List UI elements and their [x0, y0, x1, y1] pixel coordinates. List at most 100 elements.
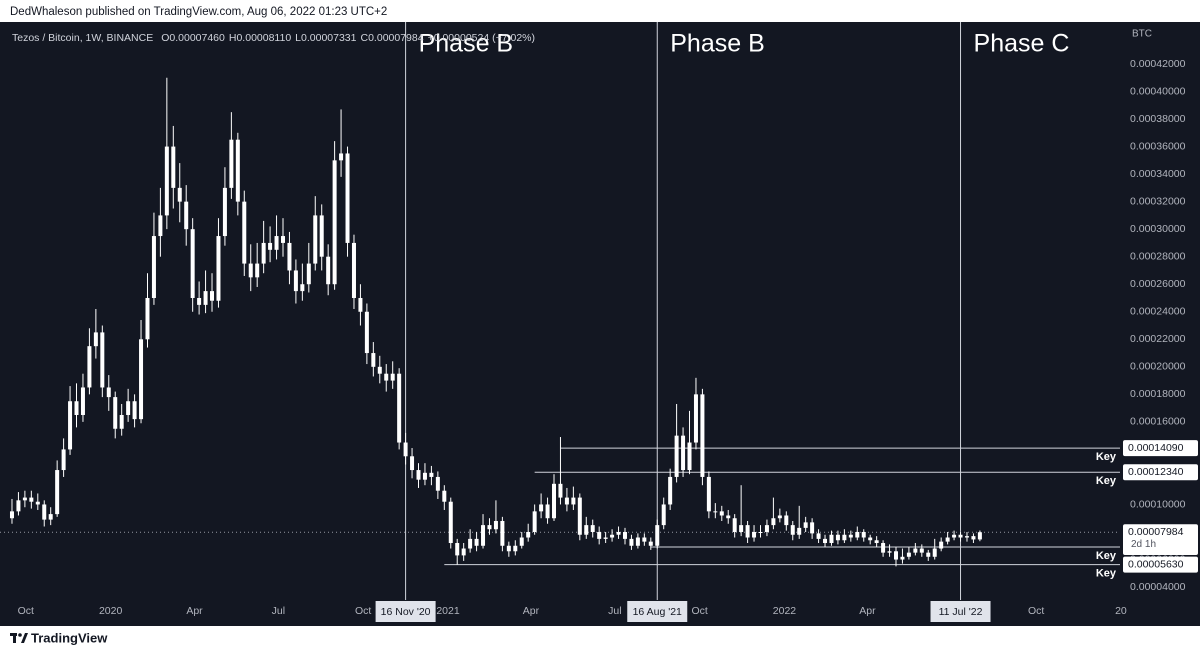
last-price-label: 0.00007984: [1128, 526, 1184, 538]
legend-value: 0.00008110: [236, 32, 291, 44]
candle-body: [506, 545, 511, 552]
x-tick-label: Oct: [1028, 605, 1044, 617]
candle-body: [674, 435, 679, 477]
x-tick-label: 2021: [436, 605, 460, 617]
x-tick-label: Oct: [691, 605, 707, 617]
x-tick-label: Apr: [523, 605, 540, 617]
candle-body: [629, 538, 634, 546]
x-tick-label: Oct: [18, 605, 34, 617]
key-price-box: [1123, 556, 1198, 573]
candle-body: [571, 497, 576, 505]
legend-value: 0.00007984: [368, 32, 424, 44]
candle-body: [139, 339, 144, 420]
candle-body: [319, 215, 324, 257]
y-tick-label: 0.00030000: [1130, 223, 1186, 235]
candle-body: [306, 263, 311, 285]
logo-part: [18, 633, 22, 637]
candle-body: [29, 497, 34, 502]
candle-body: [287, 242, 292, 271]
candle-body: [364, 311, 369, 354]
candle-body: [855, 532, 860, 538]
last-price-box: [1123, 524, 1198, 554]
candle-body: [487, 525, 492, 530]
candle-body: [410, 456, 415, 471]
candle-body: [300, 284, 305, 292]
candle-body: [203, 291, 208, 305]
candle-body: [971, 536, 976, 540]
key-price-box: [1123, 440, 1198, 457]
candle-body: [332, 160, 337, 285]
candle-body: [932, 548, 937, 557]
candle-body: [422, 472, 427, 480]
candle-body: [526, 532, 531, 538]
y-tick-label: 0.00036000: [1130, 140, 1186, 152]
event-date-box: [930, 601, 991, 622]
candle-body: [681, 435, 686, 471]
candle-body: [126, 401, 131, 415]
tradingview-logo: TradingView: [10, 630, 108, 645]
logo-part: [21, 633, 28, 643]
key-text: Key: [1096, 475, 1117, 487]
x-tick-label: Jul: [272, 605, 285, 617]
candle-body: [513, 545, 518, 552]
candle-body: [500, 520, 505, 546]
candle-body: [377, 366, 382, 374]
candle-body: [590, 525, 595, 532]
event-date-label: 16 Aug '21: [633, 606, 682, 618]
candle-body: [55, 470, 60, 515]
candle-body: [661, 504, 666, 526]
x-tick-label: Apr: [859, 605, 876, 617]
candle-body: [119, 414, 124, 429]
candle-body: [564, 497, 569, 505]
candle-body: [177, 187, 182, 202]
candle-body: [68, 401, 73, 450]
candle-body: [887, 551, 892, 553]
event-date-label: 11 Jul '22: [939, 606, 983, 618]
candle-body: [900, 556, 905, 560]
candle-body: [842, 534, 847, 541]
candle-body: [823, 538, 828, 544]
legend-key: C: [361, 32, 369, 44]
candle-body: [693, 394, 698, 443]
candle-body: [132, 401, 137, 420]
candle-body: [261, 242, 266, 264]
candle-body: [468, 538, 473, 549]
legend-value: 0.00007460: [169, 32, 225, 44]
candle-body: [216, 236, 221, 301]
candle-body: [229, 139, 234, 188]
candle-body: [706, 476, 711, 512]
candle-body: [358, 297, 363, 312]
candle-body: [184, 201, 189, 230]
candle-body: [42, 504, 47, 520]
candle-body: [713, 511, 718, 513]
candle-body: [87, 346, 92, 388]
candle-body: [268, 242, 273, 250]
candle-body: [9, 511, 14, 519]
candle-body: [584, 525, 589, 535]
candle-body: [622, 532, 627, 539]
countdown: 2d 1h: [1131, 539, 1156, 550]
event-date-box: [375, 601, 436, 622]
candle-body: [158, 215, 163, 237]
candle-body: [326, 256, 331, 285]
candle-body: [539, 504, 544, 512]
x-tick-label: 20: [1115, 605, 1127, 617]
candle-body: [442, 490, 447, 502]
candle-body: [351, 242, 356, 298]
y-tick-label: 0.00028000: [1130, 250, 1186, 262]
candle-body: [558, 483, 563, 498]
candle-body: [926, 552, 931, 557]
candle-body: [345, 153, 350, 243]
candle-body: [435, 476, 440, 491]
candle-body: [100, 332, 105, 388]
candle-body: [397, 373, 402, 443]
candle-body: [861, 532, 866, 538]
candle-body: [642, 537, 647, 542]
x-tick-label: 2022: [773, 605, 797, 617]
legend-key: H: [229, 32, 237, 44]
legend-change: +0.00000524 (+7.02%): [428, 32, 535, 44]
candle-body: [977, 532, 982, 540]
candle-body: [390, 373, 395, 381]
candle-body: [171, 146, 176, 188]
